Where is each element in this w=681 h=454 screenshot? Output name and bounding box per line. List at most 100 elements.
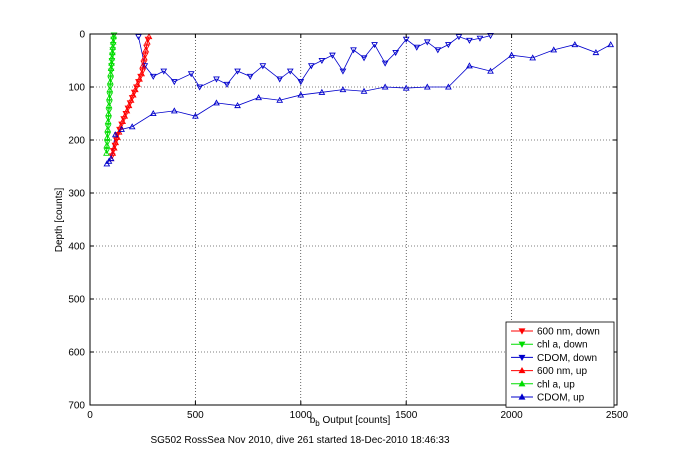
y-tick-label: 400 <box>68 242 85 253</box>
data-point <box>103 149 110 156</box>
data-point <box>607 41 615 48</box>
data-point <box>129 91 137 98</box>
legend: 600 nm, down chl a, down CDOM, down 600 nm,… <box>505 321 615 408</box>
data-point <box>134 80 141 87</box>
data-point <box>234 102 241 109</box>
data-point <box>192 112 199 119</box>
plot-lines <box>106 35 611 165</box>
data-point <box>106 84 114 91</box>
data-point <box>276 96 284 103</box>
data-point <box>109 38 117 45</box>
data-point <box>109 47 117 54</box>
data-point <box>392 50 400 57</box>
data-point <box>259 63 267 70</box>
legend-entry: chl a, down <box>537 340 588 351</box>
data-point <box>105 109 112 117</box>
x-tick-label: 0 <box>87 410 93 421</box>
data-point <box>571 41 579 48</box>
data-point <box>307 63 315 70</box>
data-point <box>276 76 284 83</box>
data-point <box>297 91 305 98</box>
data-point <box>143 44 150 51</box>
legend-marker <box>518 393 526 400</box>
data-point <box>466 62 473 69</box>
data-point <box>286 68 294 75</box>
data-point <box>106 78 114 85</box>
data-point <box>136 75 143 82</box>
data-point <box>109 148 117 155</box>
data-point <box>107 68 115 75</box>
data-point <box>149 109 157 117</box>
data-point <box>119 117 127 124</box>
data-point <box>125 102 133 109</box>
legend-marker <box>518 380 526 387</box>
data-point <box>381 83 389 90</box>
legend-box <box>505 321 615 408</box>
data-point <box>444 83 452 90</box>
data-point <box>144 36 152 43</box>
data-point <box>105 108 113 115</box>
data-point <box>487 67 494 74</box>
data-point <box>318 88 326 95</box>
data-point <box>109 149 117 156</box>
legend-marker <box>518 328 526 335</box>
data-point <box>234 68 241 75</box>
data-point <box>170 79 178 86</box>
legend-entry: 600 nm, up <box>537 366 587 377</box>
x-ticks: 0 500 1000 1500 2000 2500 <box>87 34 629 421</box>
data-point <box>476 35 484 42</box>
data-point <box>111 142 119 149</box>
data-point <box>350 47 357 54</box>
data-point <box>297 79 305 86</box>
data-point <box>139 62 147 69</box>
data-point <box>128 123 136 130</box>
x-axis-label-main: b <box>310 415 316 426</box>
data-point <box>339 86 347 93</box>
data-point <box>105 102 113 109</box>
data-point <box>550 46 558 53</box>
data-point <box>145 33 153 40</box>
data-point <box>143 38 151 45</box>
data-point <box>444 42 452 49</box>
data-point <box>529 54 537 61</box>
y-tick-label: 100 <box>68 83 85 94</box>
data-point <box>109 43 117 50</box>
data-point <box>141 63 149 70</box>
series-line-5 <box>106 44 611 165</box>
y-tick-label: 500 <box>68 295 85 306</box>
data-point <box>381 60 389 67</box>
data-point <box>142 46 150 53</box>
data-point <box>196 84 203 91</box>
data-point <box>170 107 178 114</box>
data-point <box>255 94 263 101</box>
data-point <box>106 100 113 107</box>
data-point <box>339 68 347 75</box>
y-tick-label: 600 <box>68 348 85 359</box>
data-point <box>106 86 114 93</box>
data-point <box>104 124 112 131</box>
data-point <box>108 54 116 61</box>
legend-entry: CDOM, up <box>537 393 585 404</box>
data-point <box>360 55 368 62</box>
data-point <box>104 125 112 132</box>
data-point <box>138 70 146 77</box>
data-point <box>108 52 116 59</box>
data-point <box>149 73 157 80</box>
x-tick-label: 1500 <box>395 410 418 421</box>
data-point <box>360 87 368 94</box>
data-point <box>223 81 231 88</box>
data-point <box>131 86 139 93</box>
data-point <box>104 117 112 124</box>
data-point <box>108 59 115 66</box>
data-point <box>107 76 115 83</box>
legend-marker <box>518 354 526 362</box>
data-point <box>127 96 135 103</box>
data-point <box>329 52 336 59</box>
data-point <box>402 84 410 91</box>
x-tick-label: 500 <box>187 410 204 421</box>
x-axis-label: bb Output [counts] <box>310 415 391 428</box>
data-point <box>112 139 120 146</box>
data-point <box>105 116 112 123</box>
data-point <box>592 49 600 56</box>
data-point <box>160 68 168 75</box>
